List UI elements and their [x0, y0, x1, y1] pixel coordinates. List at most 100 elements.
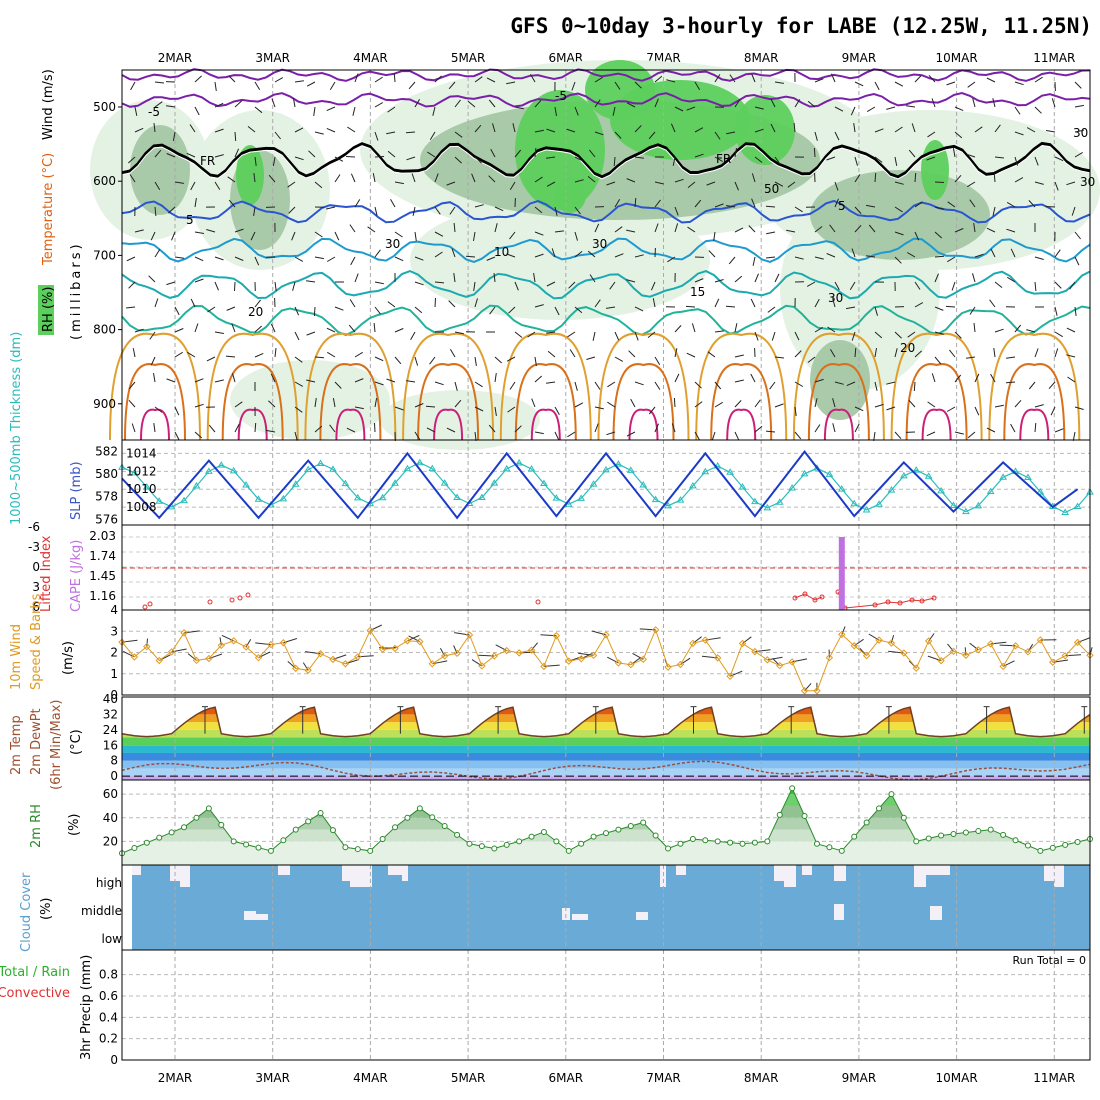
wind-barb — [914, 172, 917, 183]
wind-barb — [574, 156, 584, 162]
thickness-point — [962, 507, 970, 515]
wind-barb — [194, 278, 204, 283]
temp-tick: 8 — [110, 754, 118, 768]
wind-barb — [1066, 327, 1076, 333]
wind-speed-point — [465, 631, 474, 639]
wind-barb — [494, 406, 497, 416]
rh2m-point — [776, 811, 783, 818]
wind-barb — [874, 348, 877, 358]
wind-barb — [874, 156, 883, 163]
wind-barb — [1046, 130, 1056, 133]
wind-barb — [814, 78, 824, 83]
wind-barb — [546, 181, 556, 187]
wind-speed-point — [478, 662, 486, 670]
wind-barb — [254, 352, 264, 358]
wind-barb — [314, 356, 325, 359]
wind-barb — [654, 98, 659, 108]
wind-barb — [926, 156, 936, 161]
thickness-point — [614, 460, 623, 467]
wind-barb — [829, 349, 836, 358]
wind-barb — [614, 81, 621, 90]
warm-contour — [335, 408, 366, 441]
wind-barb — [969, 199, 976, 208]
wind-speed-point — [577, 655, 585, 663]
wind-speed-point — [689, 639, 697, 648]
wind-barb — [594, 299, 601, 308]
wind-barb — [534, 147, 537, 158]
wind-barb — [554, 106, 557, 116]
temp2m-label: 2m Temp — [9, 715, 24, 775]
wind-barb — [854, 406, 864, 412]
wind-barb — [993, 172, 996, 183]
wind-barb — [854, 174, 861, 183]
wind-barb — [914, 302, 924, 308]
lifted-cape-panel: -6 -3 0 3 6 2.03 1.74 1.45 1.16 — [28, 520, 1091, 614]
wind-barb — [814, 226, 823, 233]
wind-barb — [813, 147, 816, 158]
wind-barb — [686, 352, 696, 358]
contour-label: 20 — [900, 341, 915, 355]
wind-barb — [374, 381, 384, 386]
wind-barb — [834, 381, 844, 385]
wind-barb — [350, 256, 356, 266]
thickness-point — [391, 479, 399, 486]
wind-barb — [752, 256, 756, 266]
wind-barb — [234, 148, 240, 158]
rh2m-point — [317, 810, 324, 817]
wind-barb — [854, 423, 860, 433]
wind-barb — [770, 98, 776, 108]
wind-barb — [774, 156, 781, 165]
wind-barb — [1026, 329, 1036, 333]
wind-barb — [990, 248, 996, 258]
wind-barb — [614, 226, 623, 233]
wind-barb — [494, 223, 498, 233]
wind-barb — [634, 156, 644, 159]
wind-barb — [986, 427, 996, 433]
wind-barb — [714, 131, 721, 140]
rh-label: RH (%) — [41, 287, 56, 332]
wind-barb — [329, 424, 336, 433]
wind-barb — [506, 81, 516, 85]
warm-contour — [499, 332, 592, 441]
wind-barb — [128, 381, 136, 390]
wind-barb — [1007, 276, 1016, 283]
wind-speed-line — [121, 628, 1091, 692]
wind-barb — [449, 206, 456, 215]
wind-speed-point — [924, 637, 933, 645]
thickness-point — [428, 464, 437, 472]
millibars-label: (millibars) — [69, 241, 84, 340]
rh2m-point — [739, 840, 746, 847]
rh2m-point — [143, 839, 150, 846]
wind-barb — [687, 226, 696, 233]
rh2m-point — [168, 829, 175, 836]
wind-barb — [634, 254, 644, 258]
wind-barb — [488, 99, 496, 108]
wind-barb — [986, 77, 996, 83]
wind-barb — [134, 229, 144, 233]
thickness-point — [912, 466, 921, 473]
temp-tick: 40 — [103, 692, 118, 706]
wind-barb — [814, 131, 818, 141]
wind-barb — [807, 100, 816, 108]
rh2m-point — [230, 838, 237, 845]
wind-barb — [471, 173, 476, 183]
wind-barb — [274, 348, 277, 358]
wind-barb — [647, 331, 656, 338]
rh2m-point — [404, 814, 411, 821]
wind-barb — [448, 81, 456, 90]
wind-barb — [614, 253, 624, 258]
wind-barb — [832, 298, 836, 308]
contour-label: 30 — [592, 237, 607, 251]
temp-band — [122, 745, 1090, 753]
wind-barb — [774, 403, 784, 408]
wind-barb — [774, 356, 784, 359]
wind-barb — [206, 229, 216, 233]
wind-barb — [754, 273, 759, 283]
rh2m-point — [975, 828, 982, 835]
contour-label: -5 — [148, 105, 160, 119]
wind-barb — [128, 399, 136, 408]
wind-barb — [846, 306, 856, 310]
wind-speed-point — [428, 660, 436, 668]
wind-barb — [1034, 181, 1044, 185]
wind-tick: 0 — [110, 688, 118, 702]
